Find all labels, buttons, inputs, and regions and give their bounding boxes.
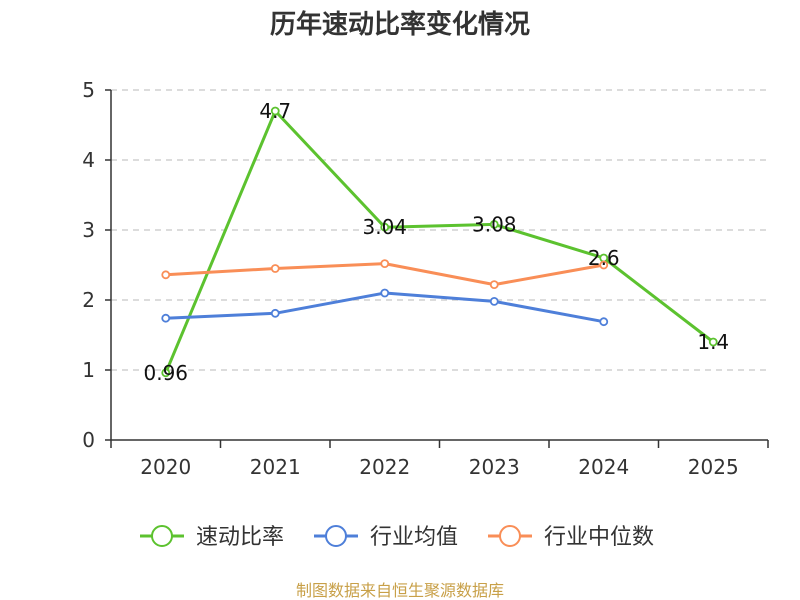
y-tick-label: 0	[82, 428, 95, 452]
series-line	[164, 109, 715, 374]
data-point	[489, 219, 499, 229]
data-point	[380, 259, 390, 269]
data-label: 2.6	[588, 246, 620, 270]
data-label: 4.7	[259, 99, 291, 123]
data-point	[270, 106, 280, 116]
data-point	[161, 368, 171, 378]
x-tick-label: 2020	[140, 455, 191, 479]
data-point	[599, 317, 609, 327]
data-point	[380, 288, 390, 298]
y-tick-label: 2	[82, 288, 95, 312]
axes: 0 1 2 3 4 5 2020 2021 2022 2023 2024 2025	[82, 78, 769, 479]
legend-label: 速动比率	[196, 525, 284, 550]
y-tick-label: 3	[82, 218, 95, 242]
data-point	[270, 308, 280, 318]
data-label: 0.96	[143, 361, 188, 385]
legend-marker	[499, 525, 521, 547]
y-tick-label: 4	[82, 148, 95, 172]
x-tick-label: 2025	[688, 455, 739, 479]
data-point	[489, 296, 499, 306]
data-point	[489, 280, 499, 290]
y-tick-label: 5	[82, 78, 95, 102]
x-tick-label: 2023	[469, 455, 520, 479]
data-labels: 0.96 4.7 3.04 3.08 2.6 1.4	[143, 99, 729, 385]
legend-label: 行业均值	[370, 525, 458, 550]
legend-label: 行业中位数	[544, 525, 654, 550]
data-point	[599, 260, 609, 270]
data-point	[161, 313, 171, 323]
legend: 速动比率 行业均值 行业中位数	[140, 525, 654, 550]
x-tick-label: 2021	[250, 455, 301, 479]
legend-marker	[325, 525, 347, 547]
legend-marker	[151, 525, 173, 547]
data-point	[708, 337, 718, 347]
data-label: 1.4	[697, 330, 729, 354]
y-tick-label: 1	[82, 358, 95, 382]
x-tick-label: 2022	[359, 455, 410, 479]
data-label: 3.04	[362, 215, 407, 239]
data-label: 3.08	[472, 212, 517, 236]
source-note: 制图数据来自恒生聚源数据库	[296, 581, 504, 600]
series-group	[161, 106, 718, 378]
data-point	[380, 222, 390, 232]
data-point	[270, 264, 280, 273]
grid-lines	[111, 89, 768, 371]
data-point	[161, 270, 171, 280]
x-tick-label: 2024	[578, 455, 629, 479]
chart-title: 历年速动比率变化情况	[270, 9, 530, 40]
